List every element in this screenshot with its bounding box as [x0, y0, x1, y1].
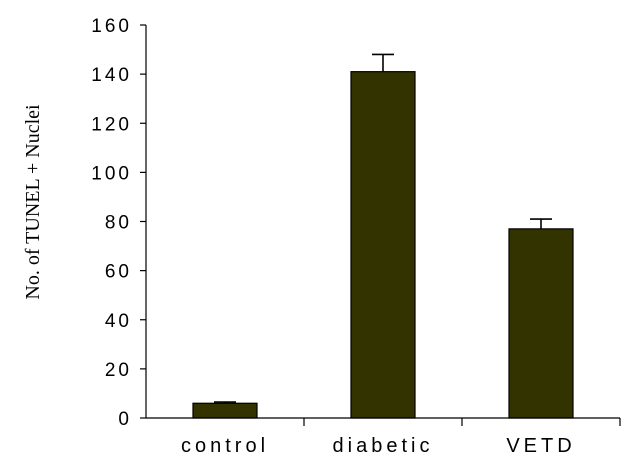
y-tick-label: 60	[105, 262, 132, 283]
x-category-label: diabetic	[333, 435, 434, 457]
y-tick-label: 100	[91, 163, 132, 184]
bar-diabetic	[350, 71, 416, 419]
y-tick-label: 160	[91, 16, 132, 37]
y-tick-label: 120	[91, 114, 132, 135]
error-bars	[214, 53, 552, 404]
x-category-label: VETD	[506, 435, 575, 457]
bar-vetd	[508, 228, 574, 419]
y-tick-label: 20	[105, 360, 132, 381]
bar-control	[192, 402, 258, 419]
y-tick-label: 40	[105, 311, 132, 332]
x-axis-ticks	[303, 418, 621, 426]
y-tick-label: 0	[118, 409, 132, 430]
y-axis-ticks: 0 20 40 60 80 100 120 140 160	[91, 16, 146, 430]
y-tick-label: 140	[91, 65, 132, 86]
y-tick-label: 80	[105, 213, 132, 234]
x-axis-labels: control diabetic VETD	[181, 435, 575, 457]
bars	[192, 71, 574, 419]
y-axis-title: No. of TUNEL + Nuclei	[22, 104, 44, 300]
x-category-label: control	[181, 435, 269, 457]
